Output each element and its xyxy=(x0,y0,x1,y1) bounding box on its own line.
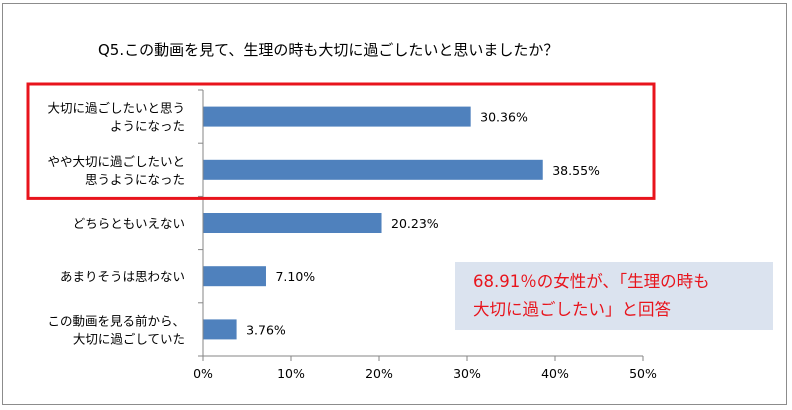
bar-value-label: 7.10% xyxy=(275,269,315,284)
plot-area: 0% 10% 20% 30% 40% 50% 30.36% 大切に過ごしたいと思うようになった… xyxy=(26,82,657,381)
category-label: どちらともいえない xyxy=(73,216,185,231)
x-tick-label: 20% xyxy=(365,366,393,381)
category-label: やや大切に過ごしたいと xyxy=(47,154,185,169)
x-tick-label: 30% xyxy=(453,366,481,381)
bar xyxy=(203,319,237,340)
chart-title: Q5.この動画を見て、生理の時も大切に過ごしたいと思いましたか？ xyxy=(98,41,558,59)
bar-value-label: 30.36% xyxy=(480,110,528,125)
category-label: 大切に過ごしていた xyxy=(73,331,185,346)
bar xyxy=(203,106,471,127)
category-label: この動画を見る前から、 xyxy=(47,313,185,328)
bar xyxy=(203,266,266,287)
x-tick-label: 40% xyxy=(541,366,569,381)
summary-callout: 68.91％の女性が、「生理の時も 大切に過ごしたい」と回答 xyxy=(455,262,773,330)
bar xyxy=(203,213,382,233)
callout-line-1: 68.91％の女性が、「生理の時も xyxy=(473,272,710,291)
callout-line-2: 大切に過ごしたい」と回答 xyxy=(473,300,671,319)
x-tick-label: 10% xyxy=(277,366,305,381)
bar-value-label: 3.76% xyxy=(246,322,286,337)
category-label: ようになった xyxy=(110,119,185,134)
category-label: 大切に過ごしたいと思う xyxy=(47,101,185,116)
highlight-box xyxy=(26,82,656,200)
bar xyxy=(203,159,543,180)
category-label: あまりそうは思わない xyxy=(60,269,185,284)
bar-value-label: 20.23% xyxy=(391,216,439,231)
bar-value-label: 38.55% xyxy=(552,163,600,178)
x-tick-label: 50% xyxy=(629,366,657,381)
category-label: 思うようになった xyxy=(85,172,185,187)
chart-frame xyxy=(2,3,787,405)
x-tick-label: 0% xyxy=(193,366,213,381)
